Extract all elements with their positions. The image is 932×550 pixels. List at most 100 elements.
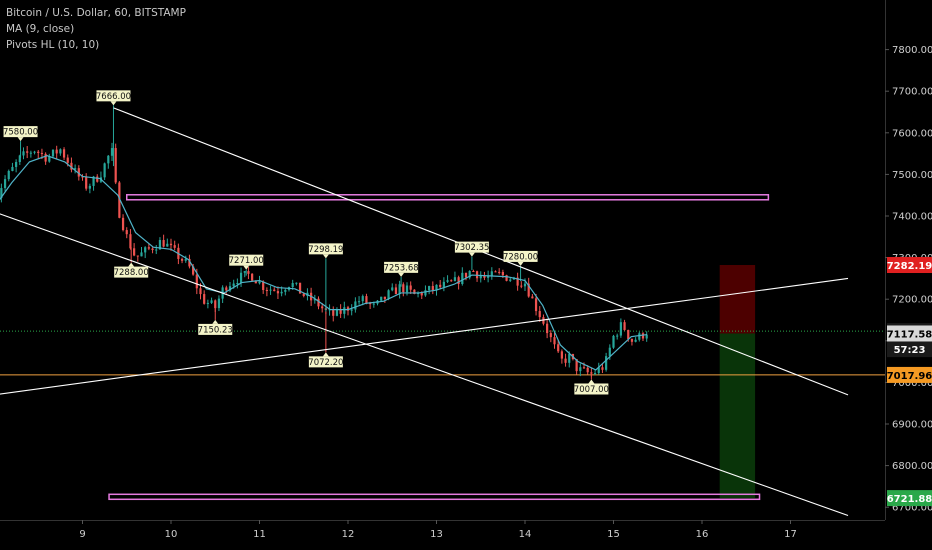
candle-body	[361, 296, 364, 302]
candle	[557, 340, 560, 353]
candle	[365, 293, 368, 305]
candle	[247, 266, 250, 280]
candle	[199, 283, 202, 300]
ma-indicator-label[interactable]: MA (9, close)	[6, 23, 75, 35]
candle	[623, 319, 626, 331]
candle	[461, 267, 464, 286]
y-tick-label: 7700.00	[892, 87, 932, 98]
candle-body	[195, 274, 198, 289]
candle	[424, 285, 427, 297]
candle	[99, 171, 103, 184]
candle	[442, 277, 445, 292]
candle	[0, 183, 3, 203]
pivot-box	[308, 356, 343, 368]
candle-body	[110, 148, 114, 156]
pivot-label: 7666.00	[96, 90, 131, 106]
price-tag-label: 7282.19	[887, 261, 932, 272]
candle	[553, 332, 556, 349]
candle-body	[380, 296, 383, 301]
candle	[155, 245, 158, 255]
candle-body	[442, 281, 445, 287]
candle	[645, 331, 648, 342]
candle-body	[369, 303, 372, 305]
price-tag: 6721.88	[887, 490, 932, 507]
candle	[520, 281, 523, 289]
candle-body	[332, 309, 335, 316]
candle-body	[136, 255, 139, 257]
candle	[546, 318, 549, 339]
candle	[494, 270, 497, 273]
candle	[251, 273, 254, 282]
candle	[88, 183, 91, 194]
candle-body	[398, 284, 401, 295]
candle	[51, 149, 55, 159]
candle-body	[527, 283, 530, 297]
candle	[505, 274, 508, 282]
candle	[151, 247, 154, 254]
candle	[398, 280, 401, 299]
candle	[55, 145, 58, 159]
candle-body	[428, 286, 431, 291]
take-profit-box	[719, 333, 756, 499]
candle-body	[55, 149, 58, 154]
price-tag-label: 7117.58	[887, 329, 932, 340]
price-tag-bg	[887, 490, 932, 507]
pivot-value: 7271.00	[229, 256, 264, 266]
candle-body	[22, 151, 25, 156]
candle	[37, 149, 40, 159]
price-tag-bg	[887, 341, 932, 358]
pivot-value: 7007.00	[574, 385, 609, 395]
y-tick-label: 6800.00	[892, 461, 932, 472]
candle-body	[173, 245, 176, 248]
x-tick-label: 17	[784, 529, 797, 540]
pivot-label: 7271.00	[229, 254, 264, 270]
y-tick-label: 6900.00	[892, 420, 932, 431]
candle-body	[335, 309, 339, 316]
candle	[549, 330, 552, 343]
candle	[619, 318, 622, 338]
candle	[616, 333, 619, 340]
candle	[468, 270, 471, 280]
candle-body	[114, 148, 117, 183]
candle-body	[184, 258, 187, 261]
candle-body	[394, 287, 398, 295]
candle	[383, 296, 386, 303]
candle-body	[464, 272, 468, 278]
pivots-indicator-label[interactable]: Pivots HL (10, 10)	[6, 39, 100, 51]
pivot-pointer	[212, 319, 219, 324]
candle-body	[387, 290, 390, 299]
candle	[18, 154, 21, 165]
pivot-pointer	[17, 137, 24, 142]
candle-body	[291, 283, 294, 288]
candle-body	[284, 289, 287, 292]
candle	[560, 349, 563, 364]
candle	[44, 152, 47, 165]
pivot-label: 7150.23	[198, 319, 233, 335]
price-tag: 7282.19	[887, 257, 932, 274]
candle	[114, 143, 117, 185]
pivot-pointer	[468, 252, 475, 257]
candle	[641, 332, 645, 342]
candle	[335, 307, 339, 317]
candle	[354, 297, 357, 313]
candle-body	[210, 300, 213, 303]
candle-body	[258, 281, 261, 284]
candle	[416, 291, 420, 298]
x-tick-label: 15	[607, 529, 620, 540]
candle-body	[44, 153, 47, 162]
candle-body	[405, 285, 409, 293]
candle-body	[623, 322, 626, 330]
candle-body	[129, 234, 132, 249]
pivot-box	[308, 243, 343, 255]
candle-body	[343, 307, 346, 314]
candle-body	[3, 179, 7, 189]
candle-body	[262, 281, 265, 290]
candle	[593, 370, 597, 376]
candle-body	[549, 333, 552, 338]
candle	[597, 362, 600, 375]
candle-body	[391, 287, 394, 291]
candle	[409, 281, 412, 295]
candle	[284, 288, 287, 296]
candle-body	[616, 335, 619, 337]
